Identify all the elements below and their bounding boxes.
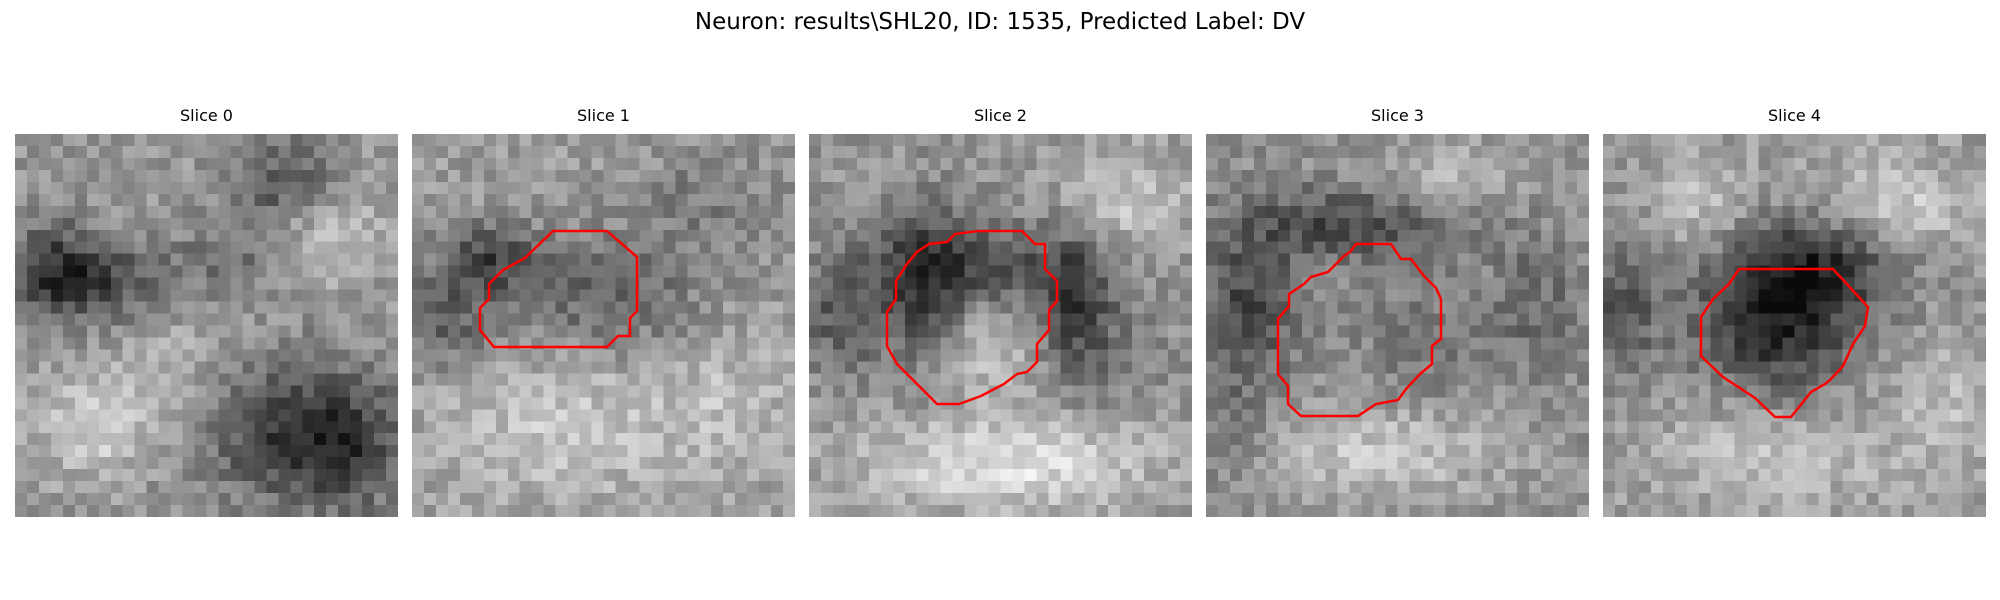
roi-contour bbox=[1276, 242, 1443, 418]
slice-title-2: Slice 2 bbox=[974, 106, 1027, 125]
contour-overlay-3 bbox=[1276, 242, 1443, 418]
roi-contour bbox=[1699, 267, 1870, 419]
slice-panel-2: Slice 2 bbox=[809, 106, 1192, 517]
slice-image-2 bbox=[809, 134, 1192, 517]
slice-image-0 bbox=[15, 134, 398, 517]
slice-image-3 bbox=[1206, 134, 1589, 517]
slice-panel-0: Slice 0 bbox=[15, 106, 398, 517]
slice-panel-4: Slice 4 bbox=[1603, 106, 1986, 517]
contour-overlay-2 bbox=[885, 229, 1059, 406]
slice-panel-1: Slice 1 bbox=[412, 106, 795, 517]
contour-overlay-1 bbox=[478, 229, 639, 349]
slice-title-4: Slice 4 bbox=[1768, 106, 1821, 125]
roi-contour bbox=[478, 229, 639, 349]
slice-panel-3: Slice 3 bbox=[1206, 106, 1589, 517]
slice-title-3: Slice 3 bbox=[1371, 106, 1424, 125]
roi-contour bbox=[885, 229, 1059, 406]
contour-overlay-4 bbox=[1699, 267, 1870, 419]
slice-title-1: Slice 1 bbox=[577, 106, 630, 125]
slice-image-4 bbox=[1603, 134, 1986, 517]
slice-title-0: Slice 0 bbox=[180, 106, 233, 125]
figure-title: Neuron: results\SHL20, ID: 1535, Predict… bbox=[694, 9, 1306, 35]
slice-image-1 bbox=[412, 134, 795, 517]
